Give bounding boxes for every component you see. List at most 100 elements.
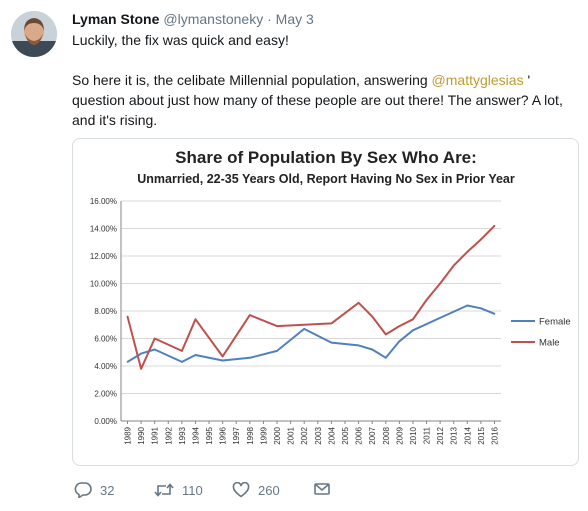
tweet-date[interactable]: May 3 [275, 11, 314, 27]
x-tick-label: 2009 [395, 426, 404, 444]
x-tick-label: 2000 [273, 426, 282, 444]
reply-icon [74, 482, 92, 498]
x-tick-label: 1998 [246, 426, 255, 444]
data-point-female [480, 307, 482, 310]
reply-count: 32 [100, 482, 115, 498]
data-point-female [248, 356, 251, 359]
x-tick-label: 2010 [409, 426, 418, 444]
x-tick-label: 2005 [341, 426, 350, 444]
data-point-male [357, 301, 360, 304]
x-tick-label: 2014 [463, 426, 472, 444]
x-tick-label: 2008 [382, 426, 391, 444]
data-point-female [181, 361, 183, 363]
data-point-female [384, 356, 387, 359]
x-tick-label: 2001 [287, 426, 296, 444]
data-point-male [493, 224, 496, 227]
x-tick-label: 1999 [259, 426, 268, 444]
data-point-female [153, 348, 156, 351]
data-point-male [153, 337, 156, 340]
x-tick-label: 1994 [191, 426, 200, 444]
mention-link[interactable]: @mattyglesias [431, 72, 524, 88]
data-point-female [330, 341, 333, 344]
chart-title: Share of Population By Sex Who Are: [175, 148, 477, 167]
data-point-male [126, 315, 129, 318]
data-point-female [276, 350, 278, 352]
data-point-male [330, 322, 333, 325]
x-tick-label: 1996 [219, 426, 228, 444]
y-tick-label: 14.00% [90, 225, 117, 234]
line-chart: Share of Population By Sex Who Are: Unmar… [90, 148, 571, 445]
x-tick-label: 1992 [164, 426, 173, 444]
y-tick-label: 12.00% [90, 252, 117, 261]
x-tick-label: 1997 [232, 426, 241, 444]
x-tick-label: 1989 [124, 426, 133, 444]
x-tick-label: 1995 [205, 426, 214, 444]
data-point-male [480, 238, 482, 241]
like-count: 260 [258, 482, 280, 498]
data-point-female [466, 304, 469, 307]
x-tick-label: 2004 [327, 426, 336, 444]
chart-image-card[interactable]: Share of Population By Sex Who Are: Unmar… [72, 138, 579, 466]
author-name[interactable]: Lyman Stone [72, 11, 160, 27]
retweet-icon [154, 483, 174, 497]
y-tick-label: 8.00% [94, 307, 117, 316]
x-tick-label: 1993 [178, 426, 187, 444]
reply-button[interactable]: 32 [74, 482, 114, 498]
data-point-female [412, 329, 414, 332]
y-tick-label: 10.00% [90, 280, 117, 289]
data-point-male [140, 367, 142, 370]
chart-subtitle: Unmarried, 22-35 Years Old, Report Havin… [137, 172, 515, 186]
data-point-female [439, 317, 441, 319]
data-point-female [357, 344, 360, 347]
tweet-text-before-mention: So here it is, the celibate Millennial p… [72, 72, 432, 88]
heart-icon [232, 482, 250, 498]
separator-dot: · [267, 11, 272, 27]
author-handle[interactable]: @lymanstoneky [163, 11, 264, 27]
data-point-male [248, 314, 251, 316]
legend-label-female: Female [539, 317, 571, 328]
data-point-female [126, 361, 129, 363]
data-point-male [384, 333, 387, 336]
data-point-male [439, 282, 441, 285]
x-tick-label: 2012 [436, 426, 445, 444]
data-point-male [221, 355, 224, 358]
data-point-female [221, 359, 224, 362]
data-point-female [194, 354, 197, 356]
data-point-male [466, 251, 469, 253]
x-tick-label: 2007 [368, 426, 377, 444]
avatar-photo [11, 11, 57, 57]
x-tick-label: 1991 [151, 426, 160, 444]
x-tick-label: 1990 [137, 426, 146, 444]
data-point-female [303, 328, 306, 330]
direct-message-button[interactable] [314, 482, 330, 496]
x-tick-label: 2015 [477, 426, 486, 444]
avatar[interactable] [11, 11, 57, 57]
retweet-count: 110 [182, 482, 203, 498]
x-tick-label: 2016 [491, 426, 500, 444]
x-tick-label: 2003 [314, 426, 323, 444]
tweet-header: Lyman Stone @lymanstoneky · May 3 [72, 11, 314, 27]
series-line-male [126, 225, 496, 370]
legend-label-male: Male [539, 338, 560, 349]
y-tick-label: 6.00% [94, 335, 117, 344]
tweet-actions: 32 110 260 [72, 482, 372, 502]
like-button[interactable]: 260 [232, 482, 280, 498]
x-tick-label: 2006 [355, 426, 364, 444]
data-point-male [303, 323, 306, 326]
tweet-text-body: So here it is, the celibate Millennial p… [72, 70, 572, 130]
series-line-female [126, 304, 495, 363]
y-tick-label: 16.00% [90, 197, 117, 206]
tweet-text-after-mention: ' question about just how many of these … [72, 72, 563, 128]
x-tick-label: 2002 [300, 426, 309, 444]
data-point-male [194, 318, 197, 321]
data-point-male [398, 325, 401, 327]
y-tick-label: 0.00% [94, 417, 117, 426]
retweet-button[interactable]: 110 [154, 482, 203, 498]
x-tick-label: 2011 [423, 426, 432, 444]
data-point-male [181, 350, 183, 352]
data-point-male [371, 315, 374, 318]
data-point-male [276, 325, 278, 327]
data-point-male [452, 264, 455, 267]
data-point-male [425, 299, 428, 301]
envelope-icon [314, 483, 330, 495]
